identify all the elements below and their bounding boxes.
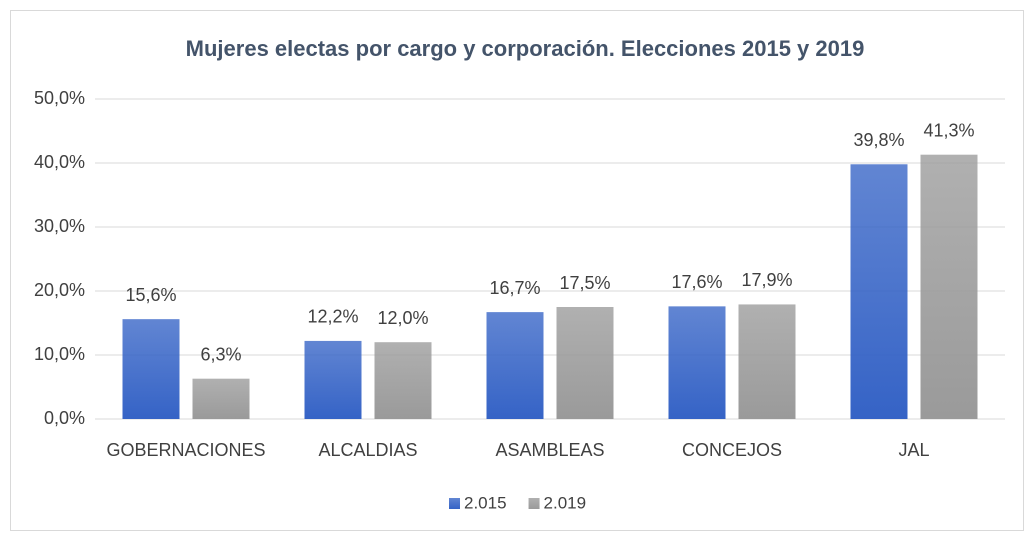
data-label: 12,0% [377, 308, 428, 328]
x-tick-label: CONCEJOS [682, 440, 782, 460]
y-tick-label: 40,0% [34, 152, 85, 172]
bar [738, 304, 796, 419]
x-tick-label: ASAMBLEAS [495, 440, 604, 460]
x-tick-label: GOBERNACIONES [106, 440, 265, 460]
data-label: 12,2% [307, 307, 358, 327]
bar [556, 307, 614, 419]
bar [374, 342, 432, 419]
legend-swatch [449, 498, 460, 509]
legend-label: 2.015 [464, 493, 507, 512]
data-label: 39,8% [853, 130, 904, 150]
data-label: 15,6% [125, 285, 176, 305]
y-tick-label: 10,0% [34, 344, 85, 364]
data-label: 17,5% [559, 273, 610, 293]
legend-swatch [528, 498, 540, 509]
bar [668, 306, 726, 419]
y-tick-label: 20,0% [34, 280, 85, 300]
data-label: 16,7% [489, 278, 540, 298]
y-tick-label: 0,0% [44, 408, 85, 428]
bar [920, 154, 978, 419]
bar [122, 319, 180, 419]
bar [850, 164, 908, 419]
x-tick-label: ALCALDIAS [318, 440, 417, 460]
bar [304, 340, 362, 419]
bar [486, 312, 544, 419]
legend-label: 2.019 [544, 493, 587, 512]
data-label: 17,9% [741, 270, 792, 290]
data-label: 6,3% [200, 344, 241, 364]
data-label: 17,6% [671, 272, 722, 292]
y-tick-label: 50,0% [34, 88, 85, 108]
bar [192, 378, 250, 419]
chart-title: Mujeres electas por cargo y corporación.… [186, 36, 865, 61]
y-tick-label: 30,0% [34, 216, 85, 236]
data-label: 41,3% [923, 120, 974, 140]
x-tick-label: JAL [898, 440, 929, 460]
